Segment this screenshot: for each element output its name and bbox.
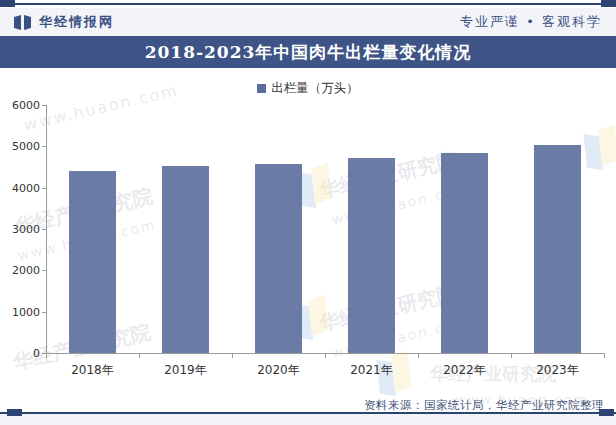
footer-strip bbox=[0, 414, 616, 425]
top-border-cap-right bbox=[601, 0, 616, 7]
top-border-line bbox=[0, 3, 616, 5]
x-tick-label: 2019年 bbox=[139, 362, 232, 379]
bar-2022年 bbox=[441, 153, 488, 353]
x-tick-mark bbox=[325, 354, 326, 358]
chart-title: 2018-2023年中国肉牛出栏量变化情况 bbox=[145, 41, 472, 64]
y-tick-label: 2000 bbox=[2, 264, 40, 277]
title-bar: 2018-2023年中国肉牛出栏量变化情况 bbox=[0, 36, 616, 68]
y-tick-mark bbox=[42, 229, 46, 230]
legend-marker bbox=[257, 84, 266, 93]
y-tick-mark bbox=[42, 188, 46, 189]
y-tick-label: 0 bbox=[2, 347, 40, 360]
y-tick-label: 4000 bbox=[2, 182, 40, 195]
brand: 华经情报网 bbox=[14, 13, 114, 31]
bottom-border-line bbox=[0, 412, 616, 414]
x-tick-label: 2022年 bbox=[418, 362, 511, 379]
x-tick-mark bbox=[139, 354, 140, 358]
top-border-cap-left bbox=[0, 0, 15, 7]
y-tick-label: 3000 bbox=[2, 223, 40, 236]
header-bar: 华经情报网 专业严谨 • 客观科学 bbox=[0, 8, 616, 36]
y-tick-label: 6000 bbox=[2, 99, 40, 112]
x-tick-label: 2021年 bbox=[325, 362, 418, 379]
x-tick-mark bbox=[46, 354, 47, 358]
x-tick-mark bbox=[418, 354, 419, 358]
x-tick-mark bbox=[511, 354, 512, 358]
bottom-border-cap-right bbox=[599, 409, 614, 416]
y-tick-mark bbox=[42, 146, 46, 147]
header-slogan: 专业严谨 • 客观科学 bbox=[460, 13, 602, 31]
source-note: 资料来源：国家统计局，华经产业研究院整理 bbox=[364, 398, 604, 413]
bottom-border-cap-left bbox=[7, 409, 22, 416]
brand-name: 华经情报网 bbox=[39, 13, 114, 31]
y-axis-line bbox=[46, 105, 47, 354]
bar-2021年 bbox=[348, 158, 395, 353]
bar-2019年 bbox=[162, 166, 209, 353]
x-tick-label: 2023年 bbox=[511, 362, 604, 379]
bar-2018年 bbox=[69, 171, 116, 353]
y-tick-mark bbox=[42, 105, 46, 106]
y-tick-label: 1000 bbox=[2, 306, 40, 319]
y-tick-label: 5000 bbox=[2, 140, 40, 153]
legend: 出栏量（万头） bbox=[0, 80, 616, 97]
bar-2023年 bbox=[534, 145, 581, 353]
bar-2020年 bbox=[255, 164, 302, 353]
huaon-logo-icon bbox=[14, 15, 32, 30]
x-tick-mark bbox=[232, 354, 233, 358]
x-tick-label: 2018年 bbox=[46, 362, 139, 379]
legend-label: 出栏量（万头） bbox=[271, 80, 359, 97]
x-tick-mark bbox=[604, 354, 605, 358]
x-tick-label: 2020年 bbox=[232, 362, 325, 379]
infographic-canvas: { "header": { "brand": "华经情报网", "slogan"… bbox=[0, 0, 616, 425]
y-tick-mark bbox=[42, 312, 46, 313]
y-tick-mark bbox=[42, 270, 46, 271]
